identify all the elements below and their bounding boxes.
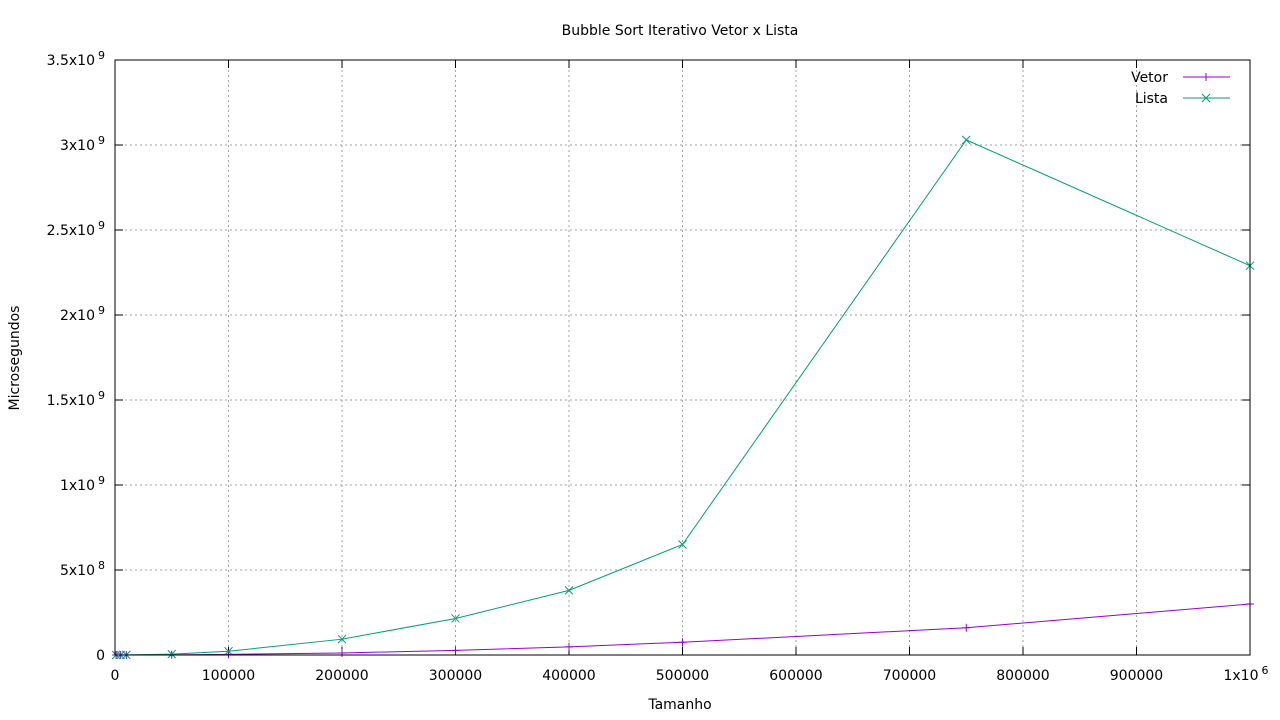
legend-item-vetor: Vetor (1131, 70, 1230, 86)
data-point (224, 646, 233, 656)
legend-item-lista: Lista (1135, 91, 1230, 107)
x-tick-label: 700000 (883, 668, 936, 684)
data-point (338, 648, 346, 657)
data-point (167, 649, 177, 659)
x-axis-label: Tamanho (647, 697, 711, 713)
legend-marker (1202, 73, 1210, 81)
plot-border (114, 59, 1251, 656)
legend-label: Vetor (1131, 70, 1168, 86)
x-tick-label: 500000 (656, 668, 709, 684)
x-tick-label: 600000 (769, 668, 822, 684)
y-tick-label: 1x10 9 (60, 474, 105, 494)
y-tick-label: 2.5x10 9 (47, 219, 105, 239)
x-tick-label: 400000 (542, 668, 595, 684)
y-tick-label: 1.5x10 9 (47, 389, 105, 409)
x-axis: 0 100000 200000 300000 400000 500000 600000 700… (111, 60, 1269, 684)
x-tick-label: 1x10 6 (1223, 664, 1268, 684)
series-layer (111, 135, 1255, 660)
data-point (564, 586, 574, 595)
data-point (451, 614, 460, 623)
series-line-vetor (116, 603, 1251, 656)
x-tick-label: 100000 (202, 668, 255, 684)
x-tick-label: 200000 (315, 668, 368, 684)
legend-marker (1201, 93, 1211, 103)
series-vetor (112, 600, 1254, 659)
y-axis: 0 5x10 8 1x10 9 1.5x10 9 2x10 9 2.5x10 9 3x10 9 3.5x1… (47, 49, 1250, 664)
data-point (565, 642, 573, 651)
legend: Vetor Lista (1131, 70, 1230, 107)
y-tick-label: 2x10 9 (60, 304, 105, 324)
chart-title: Bubble Sort Iterativo Vetor x Lista (562, 23, 799, 39)
series-line-lista (116, 139, 1251, 656)
data-point (337, 634, 347, 644)
legend-label: Lista (1135, 91, 1168, 107)
data-point (451, 646, 460, 655)
y-axis-label: Microsegundos (7, 306, 23, 411)
y-tick-label: 0 (96, 648, 105, 664)
x-tick-label: 800000 (996, 668, 1049, 684)
grid (115, 60, 1250, 655)
data-point (961, 135, 971, 145)
x-tick-label: 0 (111, 668, 120, 684)
x-tick-label: 900000 (1110, 668, 1163, 684)
y-tick-label: 3x10 9 (60, 134, 105, 154)
x-tick-label: 300000 (429, 668, 482, 684)
y-tick-label: 3.5x10 9 (47, 49, 105, 69)
data-point (962, 623, 971, 632)
data-point (678, 638, 687, 647)
y-tick-label: 5x10 8 (60, 559, 105, 579)
data-point (678, 540, 687, 549)
series-lista (111, 135, 1255, 660)
